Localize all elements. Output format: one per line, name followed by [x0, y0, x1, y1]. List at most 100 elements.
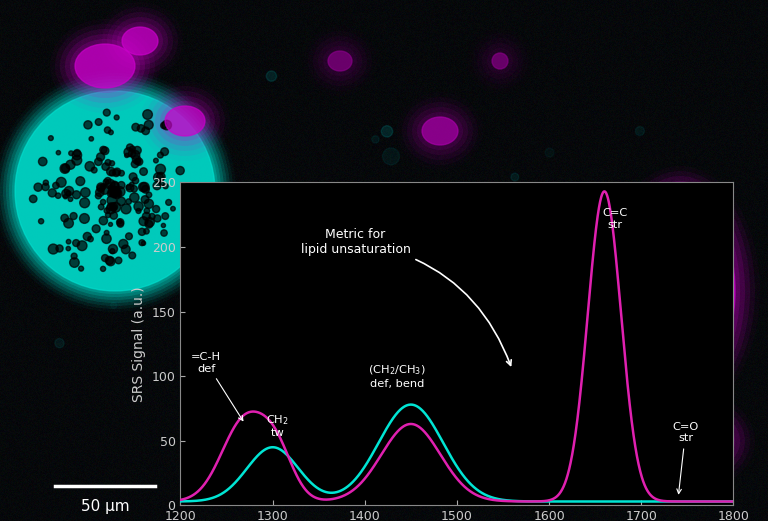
- Circle shape: [112, 190, 121, 198]
- Circle shape: [157, 152, 164, 158]
- Ellipse shape: [220, 213, 240, 229]
- Circle shape: [144, 208, 150, 214]
- Circle shape: [38, 157, 47, 166]
- Circle shape: [131, 185, 137, 192]
- Circle shape: [105, 256, 114, 265]
- Circle shape: [130, 146, 135, 152]
- Circle shape: [132, 123, 140, 131]
- Y-axis label: SRS Signal (a.u.): SRS Signal (a.u.): [132, 286, 146, 402]
- Circle shape: [115, 257, 122, 264]
- Circle shape: [232, 288, 368, 424]
- Circle shape: [307, 362, 316, 370]
- Circle shape: [126, 185, 131, 190]
- Circle shape: [318, 357, 322, 362]
- Circle shape: [301, 346, 310, 354]
- Circle shape: [124, 147, 133, 157]
- Circle shape: [55, 339, 65, 348]
- Circle shape: [121, 204, 131, 214]
- Circle shape: [108, 185, 113, 190]
- Ellipse shape: [145, 86, 225, 156]
- Circle shape: [257, 354, 261, 359]
- Circle shape: [60, 164, 70, 173]
- Circle shape: [114, 168, 121, 176]
- Circle shape: [127, 144, 134, 151]
- Circle shape: [141, 185, 149, 193]
- Circle shape: [97, 183, 105, 191]
- Circle shape: [170, 206, 175, 211]
- Circle shape: [312, 399, 320, 407]
- Circle shape: [63, 194, 68, 199]
- Circle shape: [303, 341, 308, 345]
- Circle shape: [66, 240, 71, 244]
- Circle shape: [101, 147, 109, 155]
- Ellipse shape: [155, 96, 215, 146]
- Circle shape: [266, 71, 276, 81]
- Circle shape: [56, 151, 61, 155]
- Circle shape: [298, 353, 306, 360]
- Circle shape: [100, 184, 110, 194]
- Ellipse shape: [482, 43, 518, 79]
- Circle shape: [130, 193, 139, 202]
- Circle shape: [56, 177, 66, 187]
- Circle shape: [144, 199, 154, 208]
- Circle shape: [304, 370, 308, 375]
- Ellipse shape: [150, 91, 220, 151]
- Circle shape: [257, 366, 263, 372]
- Circle shape: [293, 352, 297, 356]
- Circle shape: [81, 188, 90, 197]
- Circle shape: [119, 240, 128, 249]
- Circle shape: [105, 159, 111, 166]
- Circle shape: [104, 127, 111, 133]
- Circle shape: [43, 180, 48, 185]
- Circle shape: [232, 288, 368, 424]
- Circle shape: [292, 327, 299, 334]
- Circle shape: [162, 120, 171, 130]
- Ellipse shape: [328, 51, 352, 71]
- Circle shape: [98, 204, 104, 210]
- Circle shape: [278, 328, 287, 338]
- Circle shape: [320, 310, 327, 317]
- Circle shape: [112, 187, 119, 194]
- Circle shape: [83, 232, 91, 241]
- Ellipse shape: [412, 107, 468, 155]
- Circle shape: [66, 246, 71, 251]
- Circle shape: [78, 266, 84, 271]
- Circle shape: [132, 178, 139, 184]
- Circle shape: [118, 219, 122, 224]
- Circle shape: [104, 109, 111, 116]
- Circle shape: [315, 350, 323, 358]
- Circle shape: [134, 202, 143, 211]
- Circle shape: [61, 214, 68, 222]
- Text: 50 μm: 50 μm: [81, 499, 129, 514]
- Circle shape: [112, 189, 118, 195]
- Ellipse shape: [492, 53, 508, 69]
- Circle shape: [48, 189, 56, 197]
- Circle shape: [97, 153, 104, 161]
- Circle shape: [306, 316, 310, 321]
- Circle shape: [138, 228, 146, 235]
- Circle shape: [310, 364, 319, 374]
- Circle shape: [111, 187, 121, 196]
- Circle shape: [251, 361, 258, 367]
- Circle shape: [131, 160, 139, 168]
- Circle shape: [288, 325, 297, 334]
- Circle shape: [161, 224, 165, 228]
- Circle shape: [343, 327, 346, 330]
- Circle shape: [153, 182, 161, 190]
- Circle shape: [72, 155, 81, 165]
- Ellipse shape: [323, 46, 357, 76]
- Circle shape: [141, 196, 149, 203]
- Circle shape: [0, 73, 233, 309]
- Circle shape: [85, 162, 94, 171]
- Circle shape: [131, 151, 140, 159]
- Circle shape: [110, 181, 119, 190]
- Circle shape: [111, 187, 119, 195]
- Circle shape: [72, 191, 81, 199]
- Circle shape: [140, 182, 149, 192]
- Circle shape: [313, 359, 319, 366]
- Circle shape: [104, 230, 109, 235]
- Circle shape: [121, 245, 130, 254]
- Ellipse shape: [492, 53, 508, 69]
- Circle shape: [105, 179, 115, 189]
- Circle shape: [311, 372, 318, 379]
